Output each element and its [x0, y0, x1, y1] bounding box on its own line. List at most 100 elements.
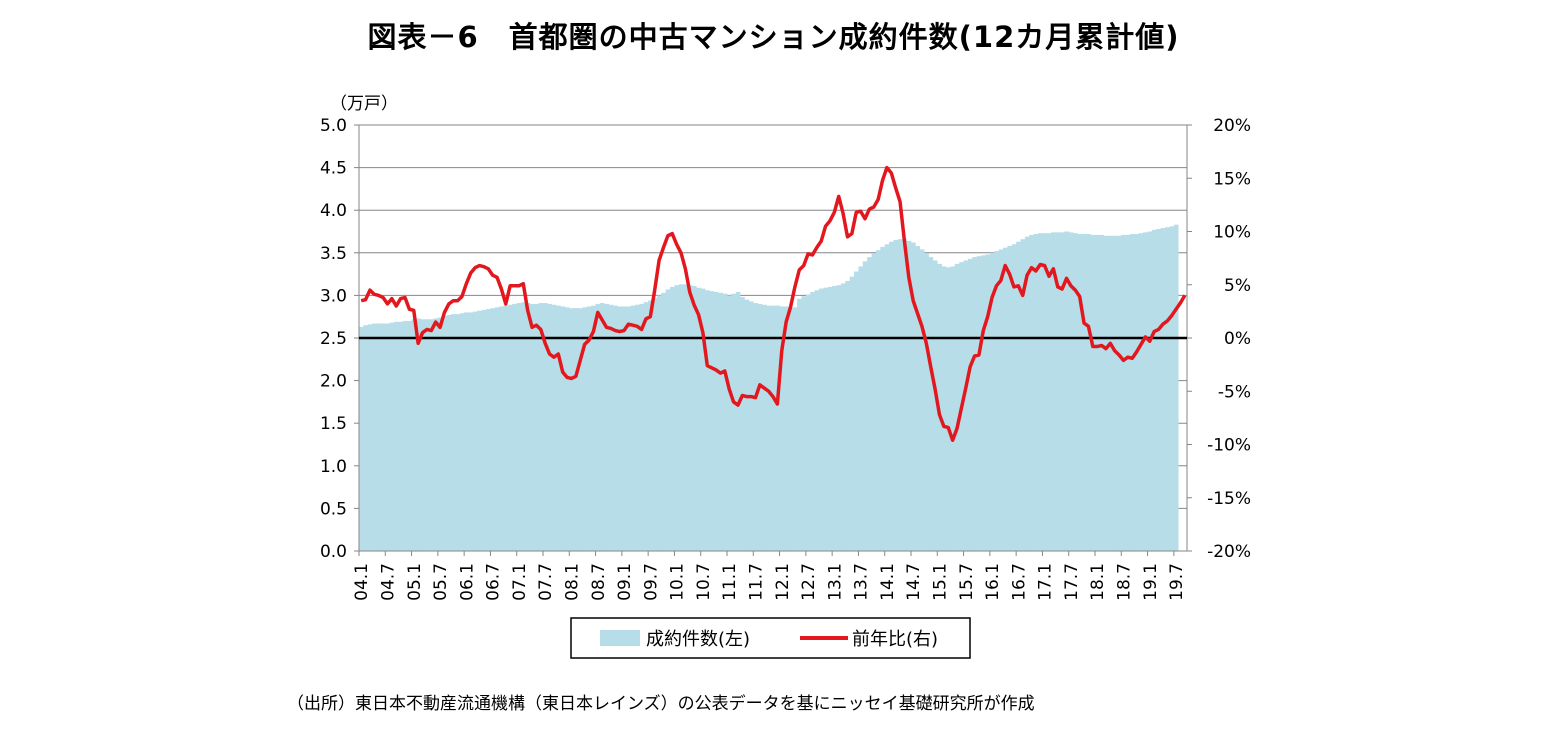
bar — [713, 291, 719, 551]
bar — [744, 299, 750, 551]
bar — [770, 305, 776, 551]
bar — [674, 285, 680, 551]
x-tick-label: 17.1 — [1036, 563, 1056, 601]
legend-bar-swatch — [600, 630, 640, 646]
bar — [954, 263, 960, 551]
bar — [591, 305, 596, 551]
bar — [678, 284, 684, 551]
bar — [985, 254, 991, 551]
bar — [490, 308, 496, 551]
bar — [1011, 244, 1017, 551]
bar — [783, 306, 789, 551]
bar — [1029, 234, 1034, 551]
bar — [608, 304, 614, 551]
bar — [398, 321, 404, 551]
yoy-line — [360, 165, 1187, 442]
bar — [481, 309, 487, 551]
bar — [477, 310, 482, 551]
bar — [639, 303, 645, 551]
bar — [429, 319, 434, 551]
bar — [1033, 234, 1039, 551]
bar — [573, 308, 579, 551]
x-tick-label: 13.1 — [825, 563, 845, 601]
bar — [442, 315, 447, 551]
y-left-tick-label: 5.0 — [320, 116, 347, 136]
y-left-tick-label: 0.0 — [320, 542, 347, 562]
bar — [538, 303, 544, 551]
x-tick-label: 09.7 — [641, 563, 661, 601]
bar — [1003, 247, 1008, 551]
bar — [976, 256, 982, 551]
bar-series — [359, 224, 1179, 552]
bar — [836, 285, 842, 551]
bar — [455, 314, 461, 551]
bar — [599, 303, 605, 551]
bar — [1160, 228, 1166, 551]
y-left-tick-label: 1.0 — [320, 457, 347, 477]
bar — [805, 294, 811, 551]
bar — [709, 291, 715, 551]
x-tick-label: 15.7 — [957, 563, 977, 601]
bar — [972, 257, 978, 551]
x-tick-label: 13.7 — [852, 563, 872, 601]
bar — [380, 323, 386, 551]
bar — [424, 319, 430, 551]
bar — [468, 312, 474, 551]
bar — [950, 266, 956, 551]
x-tick-label: 05.1 — [405, 563, 425, 601]
bar — [359, 326, 364, 551]
y-left-tick-label: 3.5 — [320, 244, 347, 264]
bar — [630, 305, 636, 551]
x-tick-label: 10.1 — [668, 563, 688, 601]
bar — [621, 306, 627, 551]
y-left-tick-labels: 0.0 0.5 1.0 1.5 2.0 2.5 3.0 3.5 4.0 4.5 5.0 — [320, 116, 359, 562]
x-tick-label: 19.7 — [1167, 563, 1187, 601]
y-left-tick-label: 0.5 — [320, 499, 347, 519]
bar — [779, 306, 785, 551]
bar — [1112, 235, 1118, 551]
legend: 成約件数(左) 前年比(右) — [570, 617, 971, 659]
y-right-tick-label: 15% — [1213, 169, 1251, 189]
bar — [696, 287, 702, 551]
bar — [994, 251, 999, 551]
y-right-tick-labels: -20% -15% -10% -5% 0% 5% 10% 15% 20% — [1187, 116, 1251, 562]
bar — [840, 283, 846, 551]
y-left-tick-label: 3.0 — [320, 286, 347, 306]
bar — [394, 321, 399, 551]
bar — [757, 303, 763, 551]
bar — [827, 286, 833, 551]
bar — [1103, 235, 1109, 551]
y-left-axis-label: （万戸） — [330, 94, 398, 114]
bar — [569, 308, 574, 551]
bar — [367, 324, 373, 551]
bar — [385, 323, 390, 551]
y-right-tick-label: -20% — [1207, 542, 1251, 562]
bar — [766, 305, 772, 551]
x-tick-label: 06.1 — [457, 563, 477, 601]
bar — [731, 293, 737, 551]
x-tick-label: 15.1 — [930, 563, 950, 601]
bar — [705, 290, 710, 551]
bar — [880, 246, 886, 551]
bar — [1099, 234, 1105, 551]
x-tick-label: 18.1 — [1088, 563, 1108, 601]
bar — [586, 306, 592, 551]
bar — [411, 319, 417, 551]
bar — [722, 293, 728, 551]
bar — [472, 311, 478, 551]
bar — [915, 245, 921, 552]
bar — [932, 260, 938, 551]
bar — [1143, 232, 1148, 551]
bar — [871, 253, 877, 551]
bar — [941, 266, 947, 551]
bar — [521, 302, 526, 551]
bar — [604, 303, 610, 551]
y-right-tick-label: 20% — [1213, 116, 1251, 136]
bar — [875, 250, 881, 552]
bar — [893, 240, 899, 551]
bar — [727, 295, 732, 551]
bar — [363, 325, 369, 551]
bar — [740, 297, 745, 551]
bar — [1165, 227, 1170, 552]
